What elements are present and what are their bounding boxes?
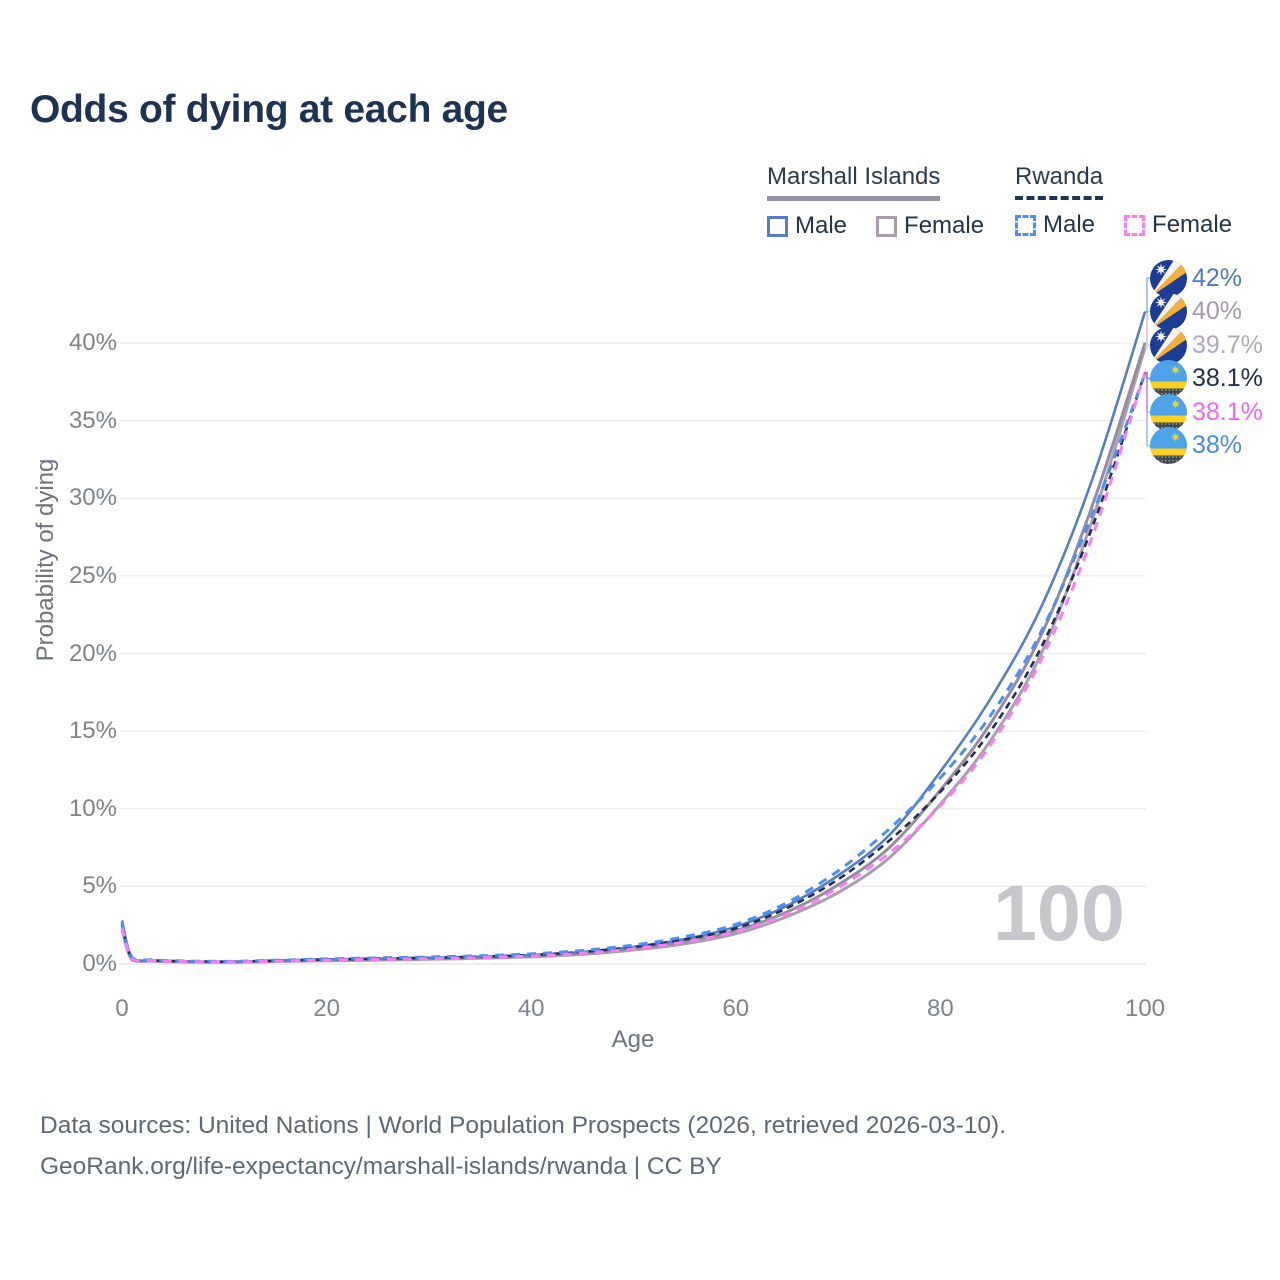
legend-item-marshall-islands-male[interactable]: Male xyxy=(767,212,847,240)
x-tick-label: 100 xyxy=(1124,995,1166,1022)
legend-swatch xyxy=(1124,214,1146,236)
end-label-rwanda-female: 38.1% xyxy=(1150,393,1263,431)
legend-item-rwanda-male[interactable]: Male xyxy=(1015,211,1095,239)
end-label-marshall-islands-all: 40% xyxy=(1150,293,1242,330)
marshall-islands-flag xyxy=(1150,326,1187,364)
legend-item-rwanda-female[interactable]: Female xyxy=(1124,211,1232,239)
end-label-value: 38.1% xyxy=(1192,364,1263,392)
marshall-islands-flag xyxy=(1150,293,1187,330)
line-marshall-islands-female xyxy=(120,347,1147,964)
page-title: Odds of dying at each age xyxy=(30,88,508,131)
x-tick-label: 60 xyxy=(722,995,750,1022)
rwanda-flag xyxy=(1150,393,1187,431)
marshall-islands-flag xyxy=(1150,293,1187,330)
legend-item-label: Female xyxy=(904,212,985,239)
y-tick-label: 40% xyxy=(68,329,117,356)
rwanda-flag xyxy=(1150,427,1187,464)
y-tick-label: 30% xyxy=(68,484,117,512)
legend-item-label: Female xyxy=(1152,211,1233,238)
line-marshall-islands-male xyxy=(120,311,1147,964)
legend-group-name: Rwanda xyxy=(1015,163,1104,200)
rwanda-flag xyxy=(1150,360,1187,397)
footer-data-sources: Data sources: United Nations | World Pop… xyxy=(40,1112,1007,1139)
line-rwanda-all xyxy=(120,372,1147,963)
line-rwanda-female xyxy=(120,372,1147,964)
leader-line-marshall-islands-male xyxy=(1144,277,1150,313)
x-axis-title: Age xyxy=(611,1026,655,1053)
y-tick-label: 35% xyxy=(68,406,117,434)
marshall-islands-flag xyxy=(1150,259,1187,297)
end-label-marshall-islands-female: 39.7% xyxy=(1150,326,1263,364)
legend-group-marshall-islands: Marshall Islands Male Female xyxy=(767,163,984,240)
x-tick-label: 80 xyxy=(927,995,954,1022)
end-label-value: 42% xyxy=(1192,263,1243,292)
rwanda-flag xyxy=(1150,360,1187,397)
end-label-value: 38% xyxy=(1192,431,1243,459)
x-tick-label: 40 xyxy=(517,995,545,1022)
x-tick-label: 0 xyxy=(115,995,129,1022)
leader-line-rwanda-female xyxy=(1144,371,1150,413)
line-rwanda-male xyxy=(120,373,1147,963)
legend-group-rwanda: Rwanda Male Female xyxy=(1015,163,1232,239)
legend-item-marshall-islands-female[interactable]: Female xyxy=(876,212,984,240)
marshall-islands-flag xyxy=(1150,259,1187,297)
end-label-value: 39.7% xyxy=(1192,330,1263,359)
footer-attribution: GeoRank.org/life-expectancy/marshall-isl… xyxy=(40,1152,722,1180)
end-label-value: 38.1% xyxy=(1192,397,1263,426)
legend-swatch xyxy=(767,215,788,237)
line-marshall-islands-all xyxy=(120,342,1147,964)
rwanda-flag xyxy=(1150,393,1187,431)
legend-item-label: Male xyxy=(795,212,848,239)
y-axis-title: Probability of dying xyxy=(32,458,59,662)
end-label-rwanda-all: 38.1% xyxy=(1150,360,1263,397)
legend-group-name: Marshall Islands xyxy=(767,163,941,201)
y-tick-label: 5% xyxy=(82,872,117,900)
chart-plot-area xyxy=(120,277,1150,965)
end-label-marshall-islands-male: 42% xyxy=(1150,259,1243,297)
y-tick-label: 20% xyxy=(68,639,117,667)
y-tick-label: 25% xyxy=(68,561,117,589)
legend-item-label: Male xyxy=(1043,211,1096,238)
end-label-rwanda-male: 38% xyxy=(1150,427,1242,464)
legend-swatch xyxy=(1015,214,1036,236)
x-tick-label: 20 xyxy=(313,995,340,1022)
leader-line-marshall-islands-female xyxy=(1144,344,1150,349)
legend-swatch xyxy=(876,215,898,237)
footer: Data sources: United Nations | World Pop… xyxy=(40,1106,1006,1187)
end-label-value: 40% xyxy=(1192,297,1243,325)
y-tick-label: 15% xyxy=(68,717,117,745)
y-tick-label: 10% xyxy=(68,794,117,822)
leader-line-marshall-islands-all xyxy=(1144,310,1150,344)
age-watermark: 100 xyxy=(993,868,1125,957)
y-tick-label: 0% xyxy=(82,950,117,977)
marshall-islands-flag xyxy=(1150,326,1187,364)
rwanda-flag xyxy=(1150,427,1187,464)
